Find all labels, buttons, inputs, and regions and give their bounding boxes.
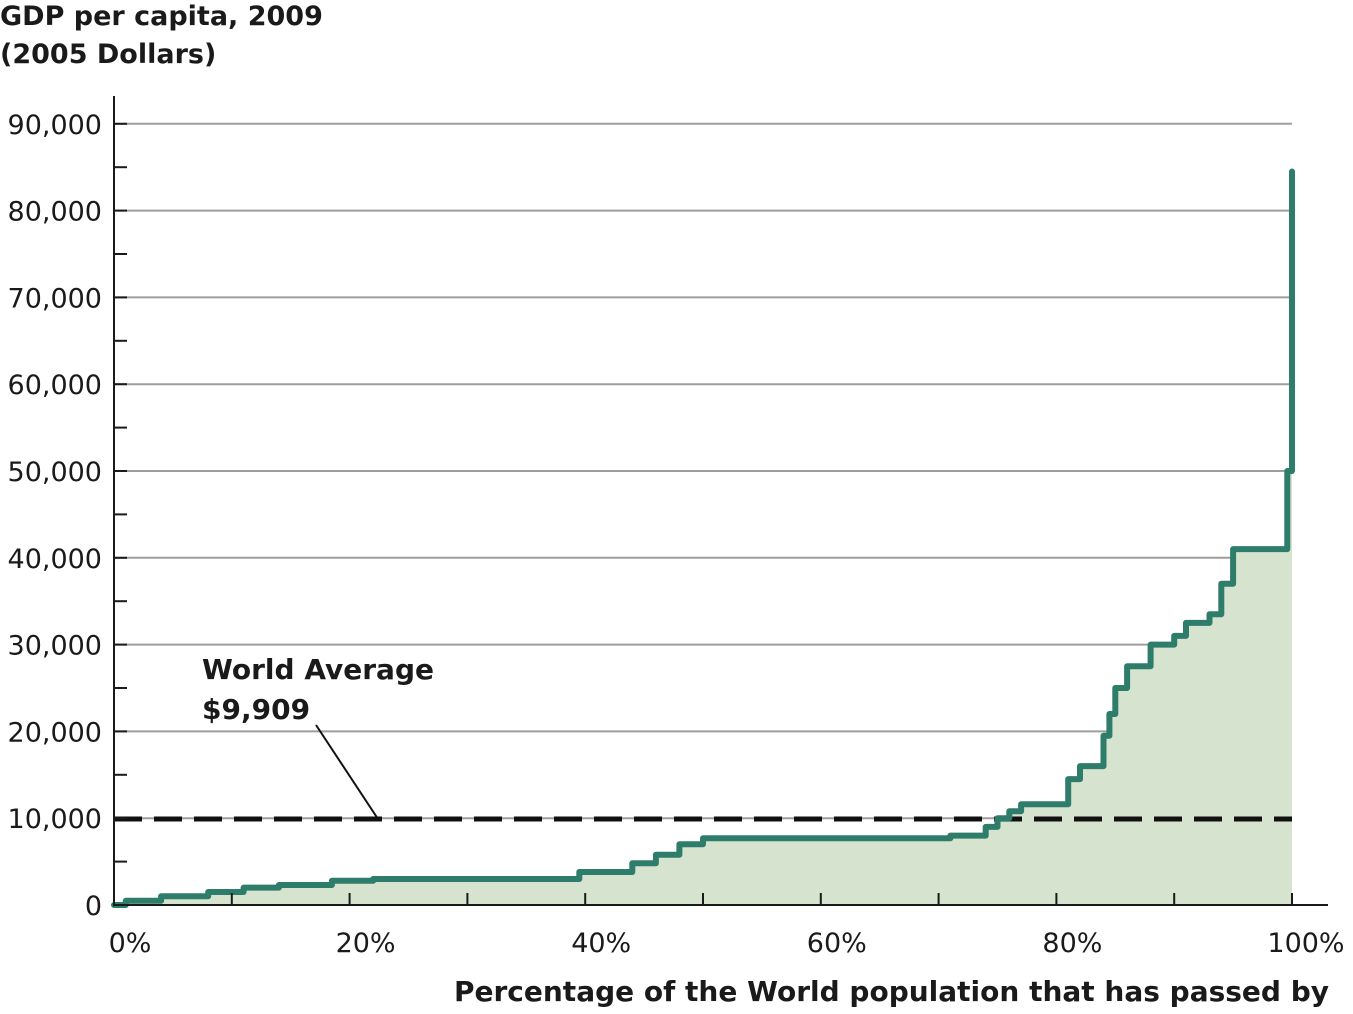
x-axis-title: Percentage of the World population that …	[453, 975, 1329, 1008]
grid-lines	[114, 122, 1292, 820]
y-tick-label-2: 20,000	[8, 717, 102, 748]
area-fill	[114, 171, 1292, 905]
annotation-leader-line	[315, 724, 379, 820]
y-tick-label-4: 40,000	[8, 544, 102, 575]
y-tick-labels: 0 10,000 20,000 30,000 40,000 50,000 60,000 70,…	[8, 110, 102, 922]
y-tick-label-7: 70,000	[8, 283, 102, 314]
y-axis-title-line1: GDP per capita, 2009	[0, 1, 323, 32]
y-tick-label-9: 90,000	[8, 110, 102, 141]
x-tick-labels: 0% 20% 40% 60% 80% 100%	[109, 928, 1345, 959]
y-tick-label-8: 80,000	[8, 197, 102, 228]
x-tick-label-3: 60%	[807, 928, 867, 959]
x-tick-label-5: 100%	[1267, 928, 1344, 959]
x-tick-label-0: 0%	[109, 928, 152, 959]
y-axis-title-line2: (2005 Dollars)	[0, 39, 217, 70]
x-tick-label-4: 80%	[1042, 928, 1102, 959]
y-tick-label-0: 0	[85, 891, 102, 922]
world-average-value: $9,909	[202, 693, 311, 726]
series-line	[111, 168, 1295, 908]
world-average-annotation: World Average $9,909	[202, 650, 434, 730]
axes	[113, 96, 1328, 906]
y-tick-label-5: 50,000	[8, 457, 102, 488]
y-tick-label-6: 60,000	[8, 370, 102, 401]
x-tick-label-1: 20%	[336, 928, 396, 959]
world-average-label: World Average	[202, 653, 434, 686]
y-axis-title: GDP per capita, 2009 (2005 Dollars)	[0, 0, 323, 74]
y-tick-label-3: 30,000	[8, 631, 102, 662]
x-tick-label-2: 40%	[571, 928, 631, 959]
y-tick-label-1: 10,000	[8, 804, 102, 835]
